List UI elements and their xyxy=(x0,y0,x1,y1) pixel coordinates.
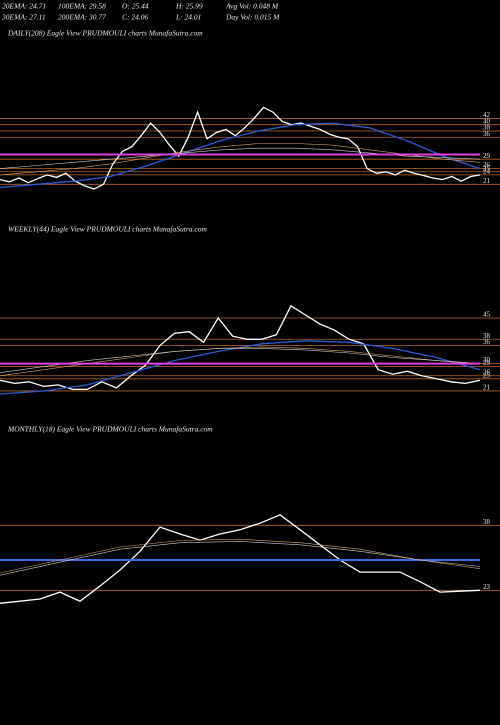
header-stat: Avg Vol: 0.048 M xyxy=(225,2,279,11)
y-tick-label: 24 xyxy=(483,168,491,176)
y-tick-label: 29 xyxy=(483,152,491,160)
y-tick-label: 36 xyxy=(483,130,491,138)
panel-title: WEEKLY(44) Eagle View PRUDMOULI charts M… xyxy=(8,225,207,234)
series-line xyxy=(0,340,481,395)
series-line xyxy=(0,514,481,604)
series-line xyxy=(0,106,481,190)
series-line xyxy=(0,541,481,576)
header-stat: 30EMA: 27.11 xyxy=(1,13,46,22)
y-tick-label: 38 xyxy=(483,332,491,340)
y-tick-label: 23 xyxy=(483,583,491,591)
y-tick-label: 38 xyxy=(483,124,491,132)
series-line xyxy=(0,147,481,169)
header-stat: 100EMA: 29.58 xyxy=(58,2,106,11)
header-stat: 200EMA: 30.77 xyxy=(58,13,106,22)
header-stat: Day Vol: 0.015 M xyxy=(225,13,280,22)
y-tick-label: 25 xyxy=(483,371,491,379)
header-stat: C: 24.06 xyxy=(122,13,149,22)
y-tick-label: 26 xyxy=(483,368,491,376)
y-tick-label: 26 xyxy=(483,161,491,169)
y-tick-label: 21 xyxy=(483,384,491,392)
header-stat: 20EMA: 24.71 xyxy=(2,2,46,11)
y-tick-label: 29 xyxy=(483,359,491,367)
y-tick-label: 45 xyxy=(483,311,491,319)
series-line xyxy=(0,348,481,373)
y-tick-label: 40 xyxy=(483,117,491,125)
header-stat: O: 25.44 xyxy=(122,2,149,11)
header-stat: L: 24.01 xyxy=(175,13,201,22)
header-stat: H: 25.99 xyxy=(175,2,203,11)
series-line xyxy=(0,538,481,574)
series-line xyxy=(0,122,481,189)
y-tick-label: 30 xyxy=(483,356,491,364)
y-tick-label: 25 xyxy=(483,164,491,172)
y-tick-label: 38 xyxy=(483,518,491,526)
panel-title: DAILY(208) Eagle View PRUDMOULI charts M… xyxy=(7,29,203,38)
y-tick-label: 42 xyxy=(483,111,491,119)
y-tick-label: 36 xyxy=(483,338,491,346)
panel-title: MONTHLY(18) Eagle View PRUDMOULI charts … xyxy=(7,425,213,434)
series-line xyxy=(0,304,481,391)
y-tick-label: 21 xyxy=(483,177,491,185)
series-line xyxy=(0,346,481,377)
